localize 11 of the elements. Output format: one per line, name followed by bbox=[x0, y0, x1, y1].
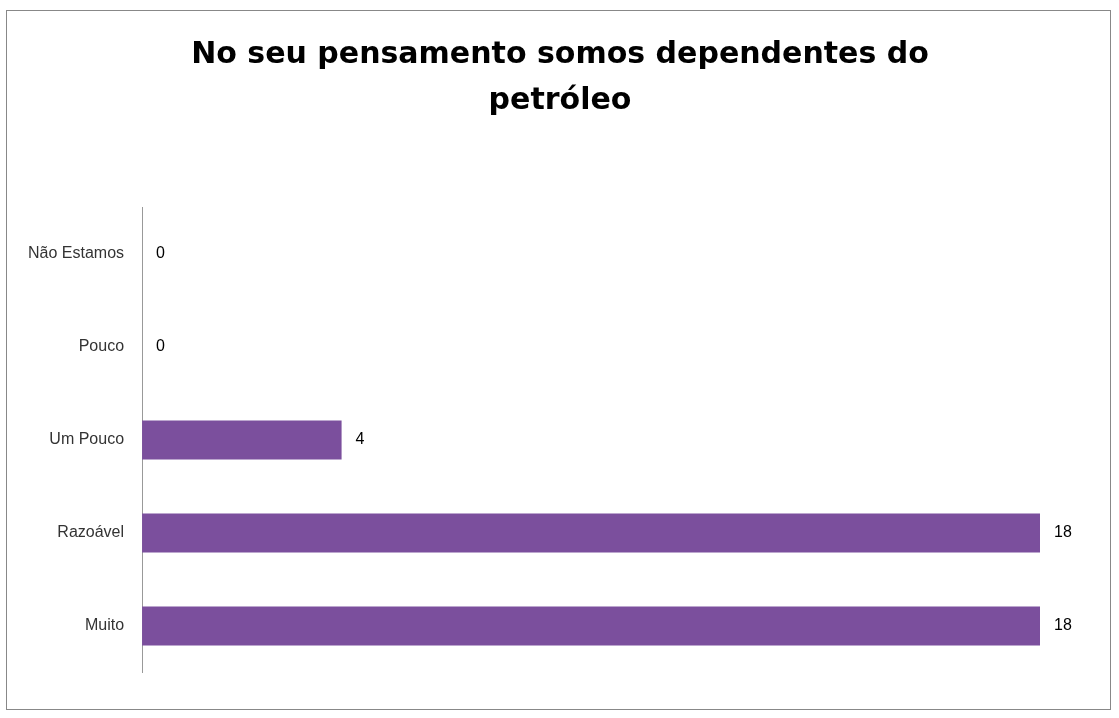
chart-title: No seu pensamento somos dependentes do petróleo bbox=[190, 34, 930, 118]
data-label: 18 bbox=[1054, 523, 1072, 541]
y-tick-label: Muito bbox=[84, 616, 125, 634]
data-label: 4 bbox=[355, 430, 365, 448]
data-label: 0 bbox=[156, 244, 166, 262]
y-tick-label: Razoável bbox=[57, 523, 125, 541]
y-tick-label: Um Pouco bbox=[49, 430, 125, 448]
data-label: 18 bbox=[1054, 616, 1072, 634]
data-label: 0 bbox=[156, 337, 166, 355]
y-tick-label: Pouco bbox=[78, 337, 125, 355]
y-tick-label: Não Estamos bbox=[27, 244, 125, 262]
